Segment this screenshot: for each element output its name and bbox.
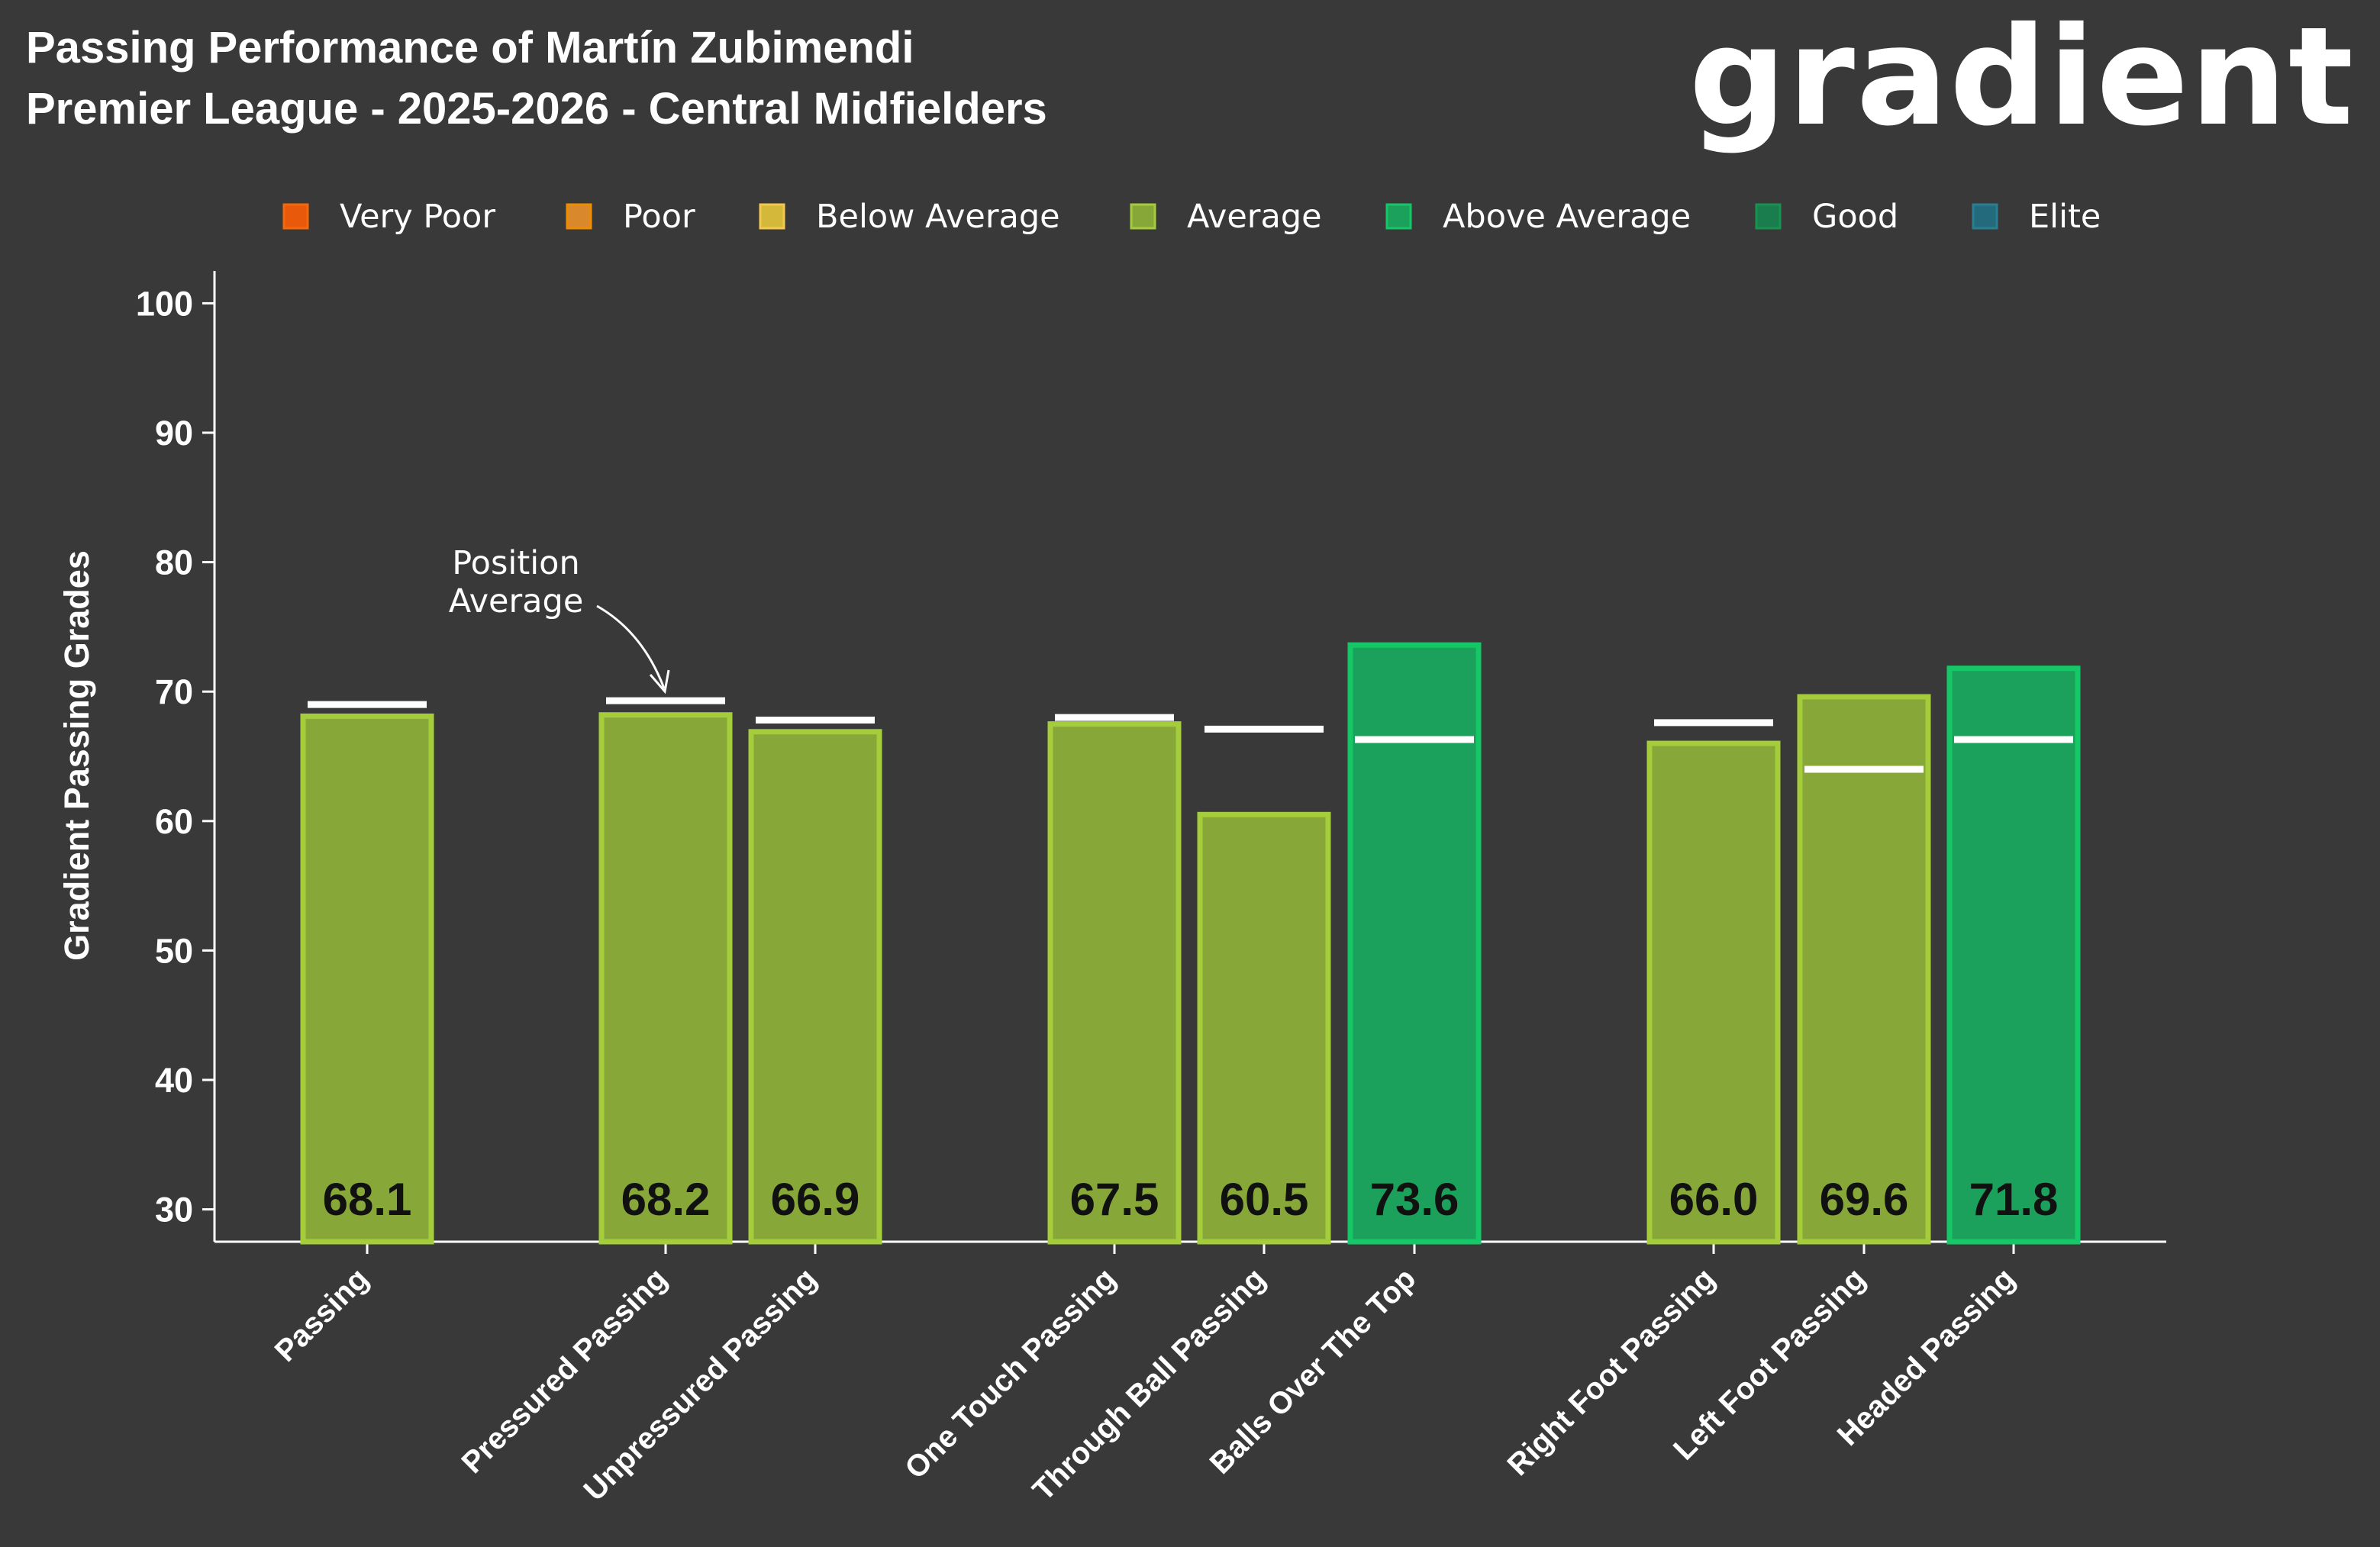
legend-swatch-good [1755, 203, 1782, 230]
value-label: 69.6 [1820, 1174, 1909, 1225]
legend-label: Average [1187, 198, 1322, 236]
legend-label: Poor [623, 198, 695, 236]
legend-swatch-very-poor [282, 203, 309, 230]
value-label: 67.5 [1070, 1174, 1159, 1225]
y-tick-label: 100 [136, 284, 193, 323]
y-tick-label: 90 [155, 414, 193, 453]
legend-label: Very Poor [340, 198, 495, 236]
y-tick-label: 50 [155, 931, 193, 970]
y-tick-label: 70 [155, 672, 193, 711]
y-tick-label: 30 [155, 1191, 193, 1230]
brand-logo: gradient [1689, 0, 2355, 156]
x-tick-label: Passing [269, 1262, 376, 1368]
annotation-arrowhead [649, 669, 670, 695]
legend-label: Good [1812, 198, 1898, 236]
bar [300, 713, 434, 1245]
bar [1946, 666, 2081, 1245]
legend: Very Poor Poor Below Average Average Above A… [282, 198, 2101, 236]
value-label: 66.0 [1669, 1174, 1759, 1225]
bar [1197, 811, 1331, 1245]
bar [1347, 642, 1482, 1245]
legend-label: Below Average [816, 198, 1060, 236]
legend-swatch-below-average [759, 203, 785, 230]
y-tick-label: 40 [155, 1061, 193, 1100]
bar [1646, 740, 1781, 1245]
value-label: 73.6 [1370, 1174, 1459, 1225]
annotation-line2: Average [449, 582, 584, 620]
annotation-arrow [596, 604, 666, 689]
value-label: 68.2 [621, 1174, 711, 1225]
legend-swatch-above-average [1385, 203, 1412, 230]
legend-swatch-elite [1972, 203, 1998, 230]
legend-label: Above Average [1443, 198, 1691, 236]
y-tick-label: 60 [155, 802, 193, 841]
position-average-annotation: Position Average [449, 544, 670, 695]
bar [598, 712, 733, 1245]
y-axis-label: Gradient Passing Grades [57, 550, 96, 961]
value-label: 66.9 [771, 1174, 860, 1225]
legend-swatch-average [1130, 203, 1156, 230]
bar [1047, 721, 1182, 1245]
annotation-line1: Position [452, 544, 579, 582]
legend-swatch-poor [566, 203, 592, 230]
value-label: 68.1 [323, 1174, 412, 1225]
y-tick-label: 80 [155, 543, 193, 582]
value-label: 71.8 [1969, 1174, 2059, 1225]
value-label: 60.5 [1220, 1174, 1309, 1225]
legend-label: Elite [2029, 198, 2101, 236]
bar [748, 729, 882, 1245]
bars: 68.1 68.2 66.9 67.5 60.5 73.6 66.0 69.6 71.8 [300, 642, 2081, 1245]
chart-title: Passing Performance of Martín Zubimendi [26, 23, 914, 73]
chart-subtitle: Premier League - 2025-2026 - Central Mid… [26, 84, 1047, 134]
bar [1797, 694, 1931, 1245]
